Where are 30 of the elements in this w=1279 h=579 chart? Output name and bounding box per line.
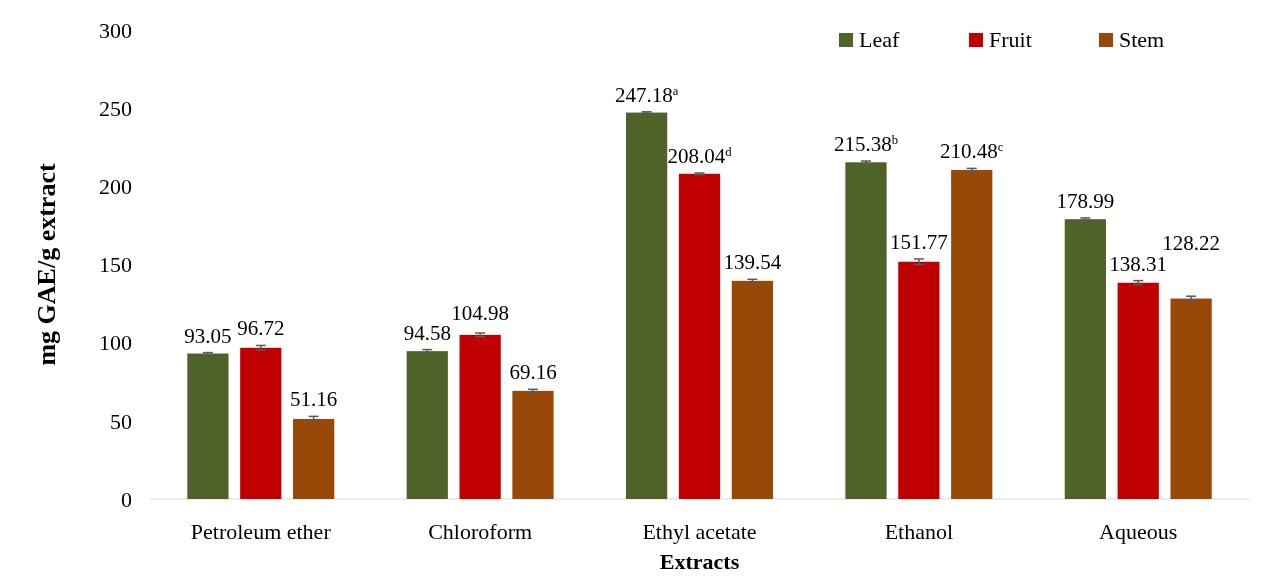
y-tick-label: 0 bbox=[121, 486, 132, 512]
x-tick-label: Ethanol bbox=[884, 519, 954, 544]
x-tick-label: Aqueous bbox=[1099, 519, 1178, 544]
x-tick-label: Petroleum ether bbox=[190, 519, 332, 544]
data-label: 93.05 bbox=[184, 323, 232, 348]
y-axis-title: mg GAE/g extract bbox=[32, 163, 61, 366]
data-label: 247.18$^{a}$ bbox=[614, 82, 679, 107]
x-tick-label: Ethyl acetate bbox=[642, 519, 757, 544]
data-label: 96.72 bbox=[237, 316, 285, 341]
legend-label: Leaf bbox=[859, 27, 900, 52]
data-label: 215.38$^{b}$ bbox=[833, 132, 899, 157]
data-label: 151.77 bbox=[889, 229, 948, 254]
y-tick-label: 100 bbox=[99, 330, 132, 356]
data-label: 104.98 bbox=[451, 301, 510, 326]
x-tick-label: Chloroform bbox=[428, 519, 533, 544]
y-tick-label: 250 bbox=[99, 95, 132, 121]
y-tick-label: 150 bbox=[99, 252, 132, 278]
legend-label: Fruit bbox=[989, 27, 1032, 52]
data-label: 51.16 bbox=[290, 387, 338, 412]
y-tick-label: 50 bbox=[110, 408, 132, 434]
data-label: 69.16 bbox=[509, 360, 557, 385]
y-tick-label: 200 bbox=[99, 174, 132, 200]
data-label: 139.54 bbox=[723, 250, 782, 275]
y-tick-label: 300 bbox=[99, 17, 132, 43]
data-label: 94.58 bbox=[403, 320, 451, 345]
data-label: 210.48$^{c}$ bbox=[940, 139, 1004, 164]
data-label: 208.04$^{d}$ bbox=[667, 143, 733, 168]
legend-label: Stem bbox=[1119, 27, 1165, 52]
x-axis-title: Extracts bbox=[659, 549, 740, 574]
data-label: 178.99 bbox=[1056, 188, 1115, 213]
